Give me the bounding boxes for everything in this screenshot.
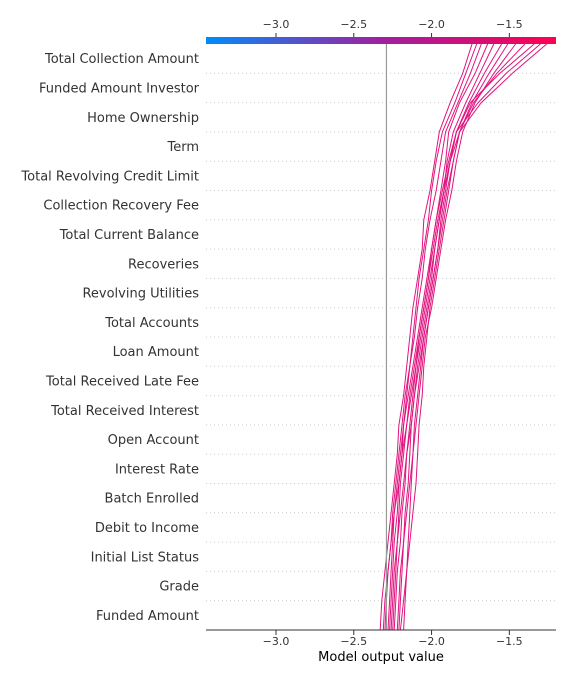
feature-label: Total Received Late Fee [45, 374, 199, 389]
top-tick-label: −3.0 [263, 18, 290, 31]
decision-path [398, 43, 495, 631]
feature-label: Revolving Utilities [82, 287, 199, 302]
feature-label: Total Revolving Credit Limit [20, 169, 199, 184]
decision-path [396, 43, 517, 631]
decision-path [392, 43, 548, 631]
feature-label: Batch Enrolled [105, 492, 199, 507]
feature-labels: Total Collection Amount Funded Amount Inv… [20, 52, 199, 624]
top-tick-label: −2.5 [340, 18, 367, 31]
feature-label: Total Accounts [104, 316, 199, 331]
feature-label: Interest Rate [115, 462, 199, 477]
decision-path [387, 43, 541, 631]
decision-path [379, 43, 473, 631]
top-tick-label: −1.5 [496, 18, 523, 31]
decision-path [389, 43, 482, 631]
feature-label: Recoveries [128, 257, 199, 272]
x-axis-label: Model output value [318, 650, 444, 665]
feature-label: Grade [159, 580, 199, 595]
feature-label: Open Account [108, 433, 199, 448]
feature-label: Funded Amount Investor [39, 81, 200, 96]
feature-label: Funded Amount [96, 609, 199, 624]
bottom-tick-label: −2.5 [340, 635, 367, 648]
bottom-tick-label: −3.0 [263, 635, 290, 648]
bottom-axis: −3.0 −2.5 −2.0 −1.5 [263, 630, 523, 648]
feature-label: Total Collection Amount [44, 52, 199, 67]
feature-label: Debit to Income [95, 521, 199, 536]
feature-label: Collection Recovery Fee [43, 199, 199, 214]
decision-lines [379, 43, 548, 631]
feature-label: Home Ownership [87, 111, 199, 126]
bottom-tick-label: −2.0 [418, 635, 445, 648]
feature-label: Total Received Interest [50, 404, 199, 419]
colorbar [206, 37, 556, 44]
feature-label: Loan Amount [113, 345, 199, 360]
top-tick-label: −2.0 [418, 18, 445, 31]
top-axis: −3.0 −2.5 −2.0 −1.5 [263, 18, 523, 37]
feature-label: Term [166, 140, 199, 155]
feature-label: Total Current Balance [59, 228, 199, 243]
feature-label: Initial List Status [91, 550, 200, 565]
bottom-tick-label: −1.5 [496, 635, 523, 648]
feature-gridlines [206, 72, 556, 602]
